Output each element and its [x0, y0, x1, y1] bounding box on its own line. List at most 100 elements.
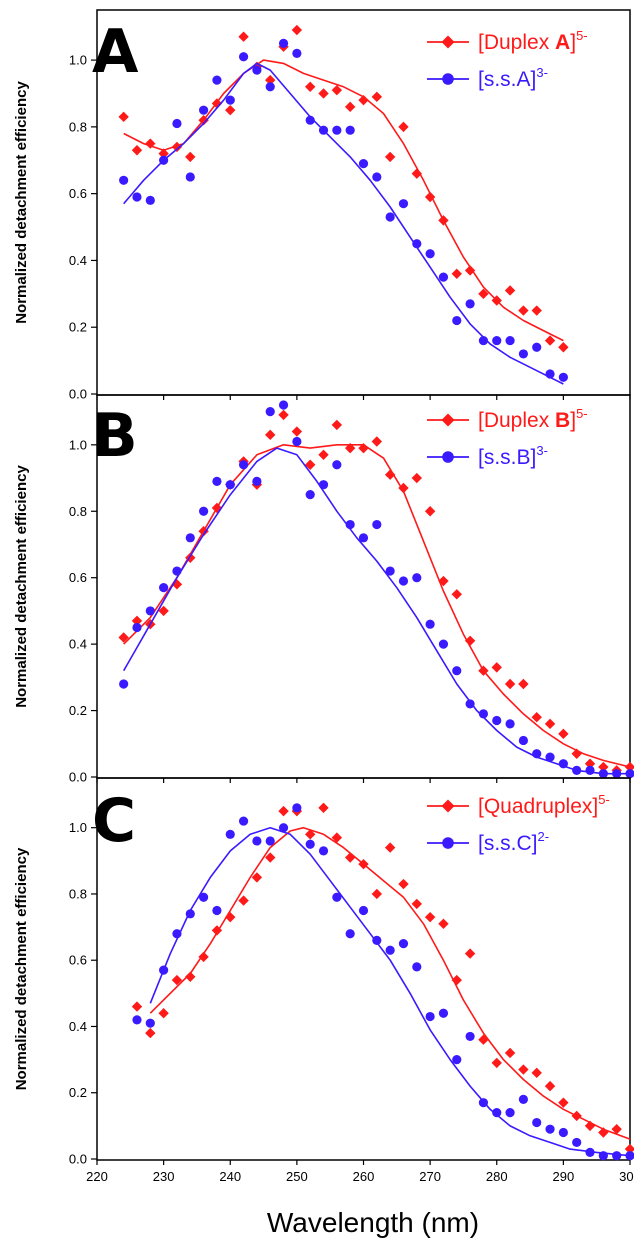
- data-point: [452, 1055, 462, 1065]
- data-point: [345, 125, 355, 135]
- y-axis-label-c: Normalized detachment efficiency: [13, 847, 30, 1090]
- legend-entry: [Quadruplex]5-: [427, 792, 610, 818]
- data-point: [424, 911, 436, 923]
- legend-entry: [s.s.A]3-: [427, 65, 548, 91]
- data-point: [331, 832, 343, 843]
- y-tick-label: 0.8: [69, 119, 87, 134]
- data-point: [185, 151, 196, 163]
- y-tick-label: 0.0: [69, 1152, 87, 1167]
- x-tick-label: 260: [353, 1169, 375, 1184]
- fit-line: [149, 826, 631, 1157]
- data-point: [612, 1151, 622, 1161]
- data-point: [625, 1151, 634, 1161]
- data-point: [438, 1008, 449, 1018]
- data-point: [185, 552, 196, 563]
- data-point: [331, 84, 343, 96]
- data-point: [318, 802, 329, 814]
- data-point: [598, 769, 608, 779]
- data-point: [371, 888, 383, 900]
- data-point: [398, 939, 409, 949]
- data-point: [598, 1151, 608, 1161]
- panel-a: 0.0 0.2 0.4 0.6 0.8 1.0 A [Duplex A]5- [s.s.A]3-: [69, 9, 631, 402]
- data-point: [158, 148, 169, 159]
- data-point: [598, 761, 609, 773]
- panel-c: 0.0 0.2 0.4 0.6 0.8 1.0 220 230 240 250 260 270 280 2…: [69, 777, 634, 1184]
- data-point: [558, 1127, 568, 1138]
- series-red: [131, 802, 634, 1155]
- y-tick-label: 0.4: [69, 1019, 87, 1034]
- data-point: [371, 436, 383, 447]
- data-point: [185, 533, 195, 543]
- data-point: [572, 1137, 582, 1148]
- data-point: [305, 829, 316, 840]
- data-point: [332, 460, 342, 470]
- data-point: [332, 892, 342, 902]
- data-point: [344, 852, 356, 863]
- data-point: [358, 858, 369, 870]
- y-tick-label: 0.4: [69, 637, 87, 652]
- data-point: [318, 846, 329, 856]
- data-point: [572, 765, 582, 775]
- y-tick-label: 0.8: [69, 886, 87, 901]
- data-point: [571, 1110, 582, 1122]
- data-point: [398, 199, 409, 209]
- data-point: [384, 842, 396, 853]
- data-point: [544, 335, 556, 346]
- data-point: [412, 239, 422, 249]
- data-point: [238, 460, 249, 470]
- data-point: [398, 482, 409, 494]
- data-point: [505, 1108, 515, 1118]
- legend-label: [s.s.B]3-: [478, 443, 548, 469]
- series-red: [118, 24, 569, 353]
- data-point: [478, 665, 489, 676]
- data-point: [412, 573, 422, 583]
- data-point: [225, 480, 235, 490]
- data-point: [159, 583, 169, 593]
- data-point: [545, 752, 555, 762]
- data-point: [251, 872, 263, 883]
- data-point: [545, 1124, 555, 1134]
- data-point: [185, 971, 196, 982]
- data-point: [225, 911, 236, 923]
- data-point: [492, 1108, 502, 1118]
- data-point: [585, 765, 595, 775]
- legend-marker: [441, 413, 455, 427]
- y-tick-label: 1.0: [69, 53, 87, 68]
- y-tick-label: 1.0: [69, 820, 87, 835]
- data-point: [172, 929, 182, 939]
- data-point: [252, 65, 262, 75]
- data-point: [464, 265, 476, 276]
- data-point: [532, 1117, 542, 1128]
- data-point: [145, 1018, 155, 1028]
- data-point: [199, 105, 209, 115]
- data-point: [625, 769, 634, 779]
- data-point: [465, 699, 475, 709]
- data-point: [118, 632, 129, 643]
- data-point: [425, 1011, 435, 1022]
- data-point: [185, 172, 195, 182]
- data-point: [131, 145, 143, 156]
- data-point: [398, 878, 409, 890]
- data-point: [558, 759, 568, 769]
- data-point: [372, 935, 382, 945]
- data-point: [305, 490, 315, 500]
- y-tick-label: 0.2: [69, 1085, 87, 1100]
- data-point: [518, 1094, 529, 1104]
- data-point: [411, 168, 422, 179]
- legend-charge: 5-: [598, 792, 610, 807]
- data-point: [238, 816, 249, 826]
- data-point: [171, 141, 183, 153]
- data-point: [558, 372, 568, 382]
- data-point: [438, 918, 449, 929]
- y-tick-label: 0.4: [69, 253, 87, 268]
- data-point: [491, 295, 502, 306]
- data-point: [358, 159, 369, 169]
- data-point: [491, 662, 502, 673]
- fit-line: [123, 62, 564, 385]
- data-point: [478, 1034, 489, 1045]
- data-point: [145, 606, 155, 616]
- data-point: [291, 24, 303, 36]
- x-tick-label: 270: [419, 1169, 441, 1184]
- data-point: [199, 506, 209, 516]
